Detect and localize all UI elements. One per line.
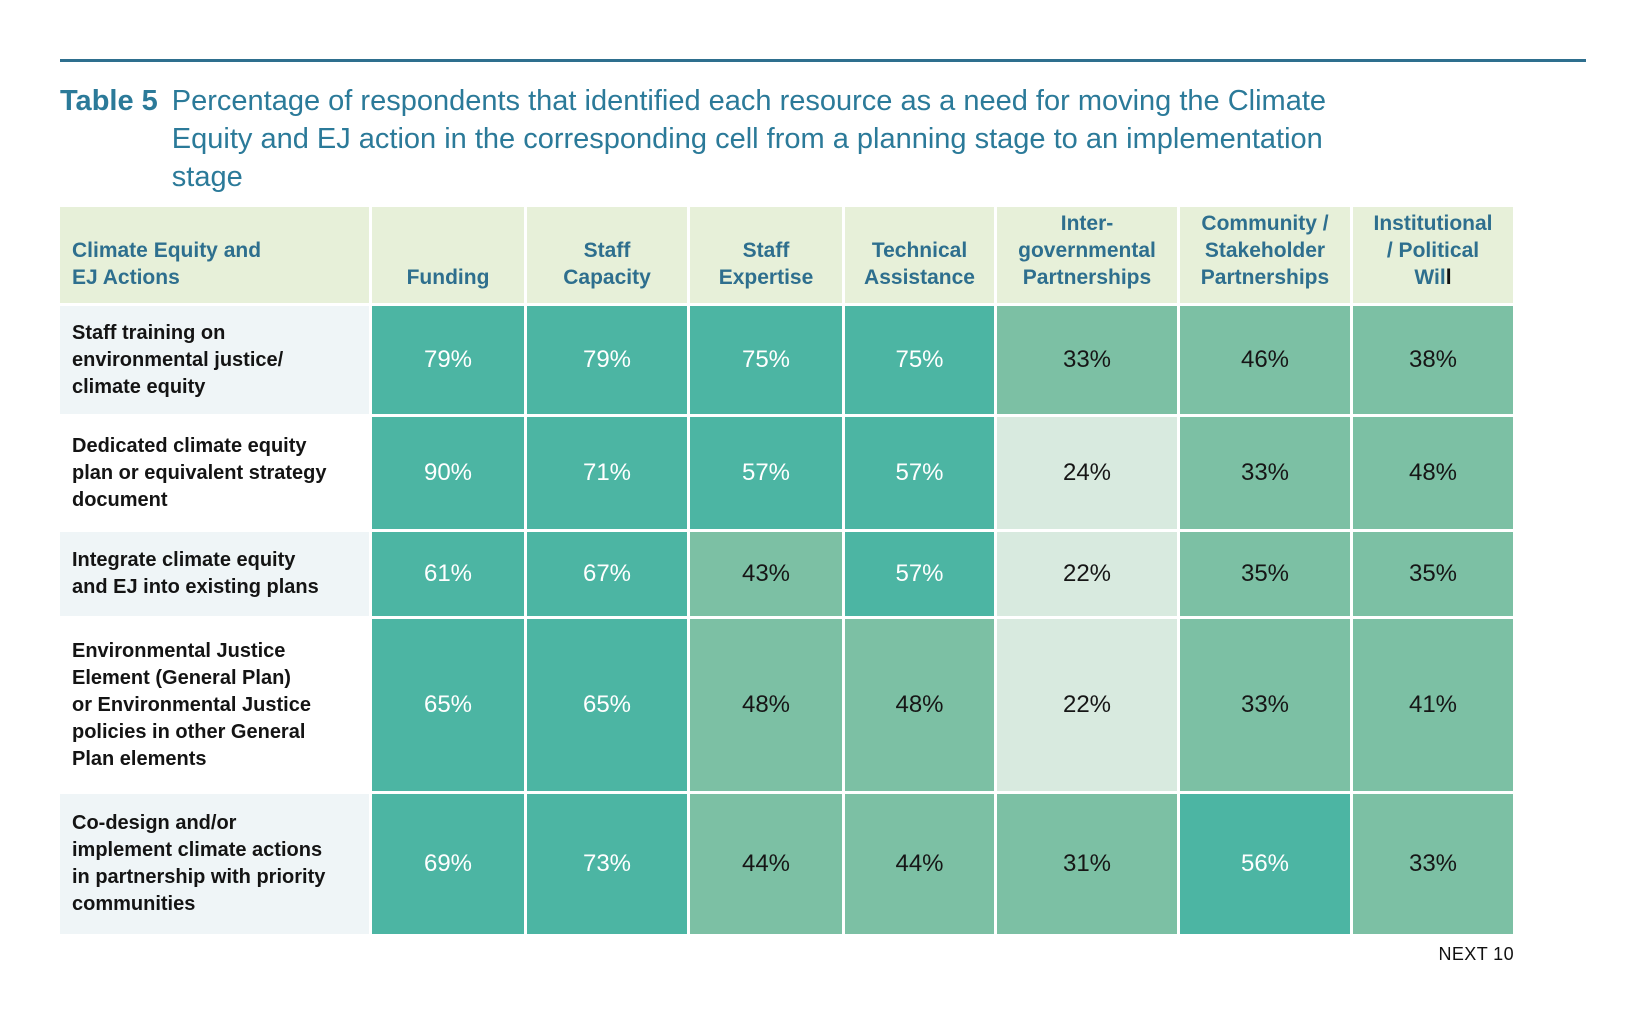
row-label: Environmental Justice Element (General P… xyxy=(60,619,369,791)
column-header-actions: Climate Equity and EJ Actions xyxy=(60,207,369,303)
value-cell: 48% xyxy=(690,619,842,791)
value-cell: 75% xyxy=(845,306,994,414)
value-cell: 67% xyxy=(527,532,687,616)
column-header: Funding xyxy=(372,207,524,303)
value-cell: 43% xyxy=(690,532,842,616)
value-cell: 65% xyxy=(372,619,524,791)
table-title-prefix: Table 5 xyxy=(60,85,158,117)
value-cell: 73% xyxy=(527,794,687,934)
value-cell: 44% xyxy=(690,794,842,934)
value-cell: 90% xyxy=(372,417,524,529)
value-cell: 38% xyxy=(1353,306,1513,414)
value-cell: 61% xyxy=(372,532,524,616)
value-cell: 31% xyxy=(997,794,1177,934)
column-header: Technical Assistance xyxy=(845,207,994,303)
value-cell: 71% xyxy=(527,417,687,529)
value-cell: 75% xyxy=(690,306,842,414)
value-cell: 46% xyxy=(1180,306,1350,414)
row-label: Dedicated climate equity plan or equival… xyxy=(60,417,369,529)
column-header: Staff Expertise xyxy=(690,207,842,303)
value-cell: 35% xyxy=(1353,532,1513,616)
value-cell: 41% xyxy=(1353,619,1513,791)
value-cell: 57% xyxy=(845,417,994,529)
value-cell: 65% xyxy=(527,619,687,791)
value-cell: 79% xyxy=(527,306,687,414)
column-header: Institutional / Political Will xyxy=(1353,207,1513,303)
value-cell: 33% xyxy=(1353,794,1513,934)
top-divider xyxy=(60,59,1586,62)
row-label: Co-design and/or implement climate actio… xyxy=(60,794,369,934)
value-cell: 33% xyxy=(1180,417,1350,529)
text-caret: l xyxy=(1445,266,1452,289)
value-cell: 48% xyxy=(1353,417,1513,529)
value-cell: 44% xyxy=(845,794,994,934)
value-cell: 79% xyxy=(372,306,524,414)
value-cell: 48% xyxy=(845,619,994,791)
value-cell: 35% xyxy=(1180,532,1350,616)
table-title: Table 5 Percentage of respondents that i… xyxy=(60,82,1367,196)
row-label: Staff training on environmental justice/… xyxy=(60,306,369,414)
value-cell: 57% xyxy=(690,417,842,529)
value-cell: 33% xyxy=(1180,619,1350,791)
column-header: Community / Stakeholder Partnerships xyxy=(1180,207,1350,303)
brand-next10: NEXT 10 xyxy=(1438,944,1514,964)
value-cell: 57% xyxy=(845,532,994,616)
data-table: Climate Equity and EJ Actions Funding Staf… xyxy=(60,207,1513,934)
column-header: Staff Capacity xyxy=(527,207,687,303)
value-cell: 69% xyxy=(372,794,524,934)
row-label: Integrate climate equity and EJ into exi… xyxy=(60,532,369,616)
value-cell: 33% xyxy=(997,306,1177,414)
value-cell: 22% xyxy=(997,532,1177,616)
page-number-artifact: 0 xyxy=(1576,675,1586,705)
value-cell: 22% xyxy=(997,619,1177,791)
column-header: Inter- governmental Partnerships xyxy=(997,207,1177,303)
value-cell: 24% xyxy=(997,417,1177,529)
table-title-text: Percentage of respondents that identifie… xyxy=(171,85,1327,193)
value-cell: 56% xyxy=(1180,794,1350,934)
